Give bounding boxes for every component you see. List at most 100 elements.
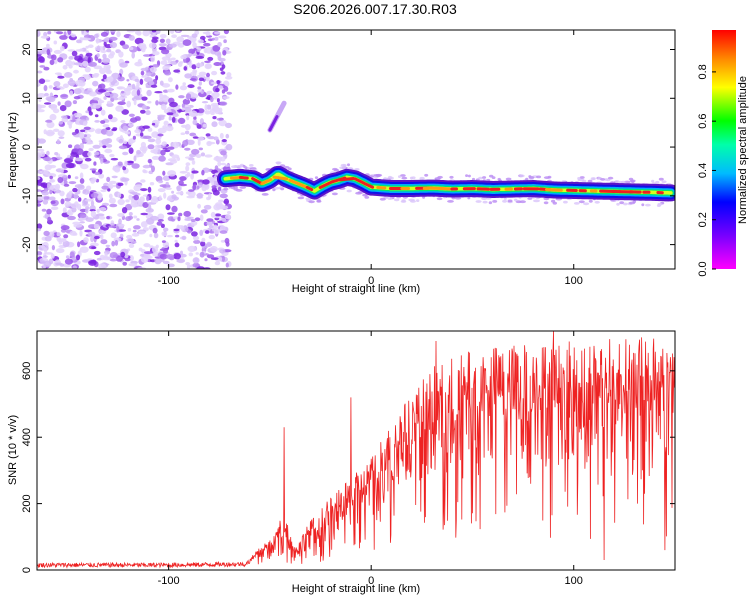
noise-blob xyxy=(39,65,46,68)
noise-blob xyxy=(120,177,130,182)
noise-blob xyxy=(88,111,93,116)
noise-blob xyxy=(65,162,75,169)
noise-blob xyxy=(79,133,84,140)
noise-blob xyxy=(171,194,177,200)
ridge-halo-dot xyxy=(333,168,340,172)
noise-blob xyxy=(176,259,186,263)
noise-blob xyxy=(185,162,191,166)
noise-blob xyxy=(82,189,87,194)
noise-blob xyxy=(214,109,223,115)
noise-blob xyxy=(37,152,43,158)
ridge-halo-dot xyxy=(297,196,305,200)
noise-blob xyxy=(131,163,140,169)
x-tick-label: -100 xyxy=(158,575,180,587)
noise-blob xyxy=(141,104,147,110)
noise-blob xyxy=(140,109,146,114)
noise-blob xyxy=(194,217,201,222)
noise-blob xyxy=(186,115,190,121)
noise-blob xyxy=(190,220,198,226)
noise-blob xyxy=(182,106,192,113)
noise-blob xyxy=(163,64,172,68)
noise-blob xyxy=(95,37,100,44)
noise-blob xyxy=(103,96,107,100)
ridge-halo-dot xyxy=(661,180,667,184)
noise-blob xyxy=(65,255,70,259)
noise-blob xyxy=(225,122,232,129)
ridge-halo-dot xyxy=(239,186,247,189)
noise-blob xyxy=(208,234,215,240)
noise-blob xyxy=(74,55,83,61)
noise-blob xyxy=(184,218,193,221)
noise-blob xyxy=(210,112,215,115)
y-tick-label: 200 xyxy=(21,494,33,512)
noise-blob xyxy=(206,90,213,94)
noise-blob xyxy=(186,195,195,199)
ridge-halo-dot xyxy=(488,201,493,205)
noise-blob xyxy=(162,175,171,181)
y-tick-label: 600 xyxy=(21,362,33,380)
noise-blob xyxy=(140,67,149,71)
noise-blob xyxy=(106,48,112,53)
noise-blob xyxy=(191,148,200,155)
noise-blob xyxy=(88,61,97,67)
noise-blob xyxy=(217,161,222,167)
noise-blob xyxy=(171,190,175,194)
noise-blob xyxy=(152,51,160,56)
noise-blob xyxy=(195,62,203,68)
noise-blob xyxy=(204,258,208,262)
noise-blob xyxy=(196,47,202,50)
snr-chart: -100 0 100 0 200 400 600 Height of straight l… xyxy=(7,330,676,595)
noise-blob xyxy=(210,211,216,218)
noise-blob xyxy=(186,139,195,145)
ridge-halo-dot xyxy=(436,197,443,201)
spectrogram-frame xyxy=(36,29,676,270)
ridge-halo-dot xyxy=(503,197,507,200)
noise-blob xyxy=(144,255,153,259)
noise-blob xyxy=(159,38,165,43)
ridge-halo-dot xyxy=(491,176,496,180)
ridge-halo-dot xyxy=(411,176,416,180)
noise-blob xyxy=(178,180,184,186)
noise-blob xyxy=(212,104,219,111)
noise-blob xyxy=(124,257,131,262)
noise-blob xyxy=(107,188,111,192)
noise-blob xyxy=(68,181,77,185)
ridge-halo-dot xyxy=(543,201,549,205)
noise-blob xyxy=(225,143,233,151)
noise-blob xyxy=(139,78,144,85)
noise-blob xyxy=(40,260,46,264)
noise-blob xyxy=(149,233,153,238)
noise-blob xyxy=(100,157,104,164)
noise-blob xyxy=(148,214,154,217)
noise-blob xyxy=(177,216,181,222)
ridge-halo-dot xyxy=(578,200,585,204)
noise-blob xyxy=(182,140,189,147)
noise-blob xyxy=(225,262,229,268)
noise-blob xyxy=(99,207,107,211)
ridge-halo-dot xyxy=(502,199,508,203)
ridge-hot-segment xyxy=(338,177,355,182)
noise-blob xyxy=(138,247,143,252)
noise-blob xyxy=(95,213,105,217)
noise-blob xyxy=(161,231,168,237)
noise-blob xyxy=(182,82,186,86)
noise-blob xyxy=(126,100,131,108)
noise-blob xyxy=(213,97,218,100)
noise-blob xyxy=(82,37,92,41)
noise-blob xyxy=(217,52,222,59)
noise-blob xyxy=(213,224,218,229)
noise-blob xyxy=(157,219,164,222)
noise-blob xyxy=(209,230,215,234)
noise-blob xyxy=(152,32,156,38)
noise-blob xyxy=(126,79,130,82)
noise-blob xyxy=(147,186,152,193)
ridge-halo-dot xyxy=(388,175,392,179)
ridge-halo-dot xyxy=(454,196,462,200)
ridge-halo-dot xyxy=(339,166,346,170)
noise-blob xyxy=(215,139,220,145)
noise-blob xyxy=(105,130,114,137)
noise-blob xyxy=(160,34,167,39)
noise-blob xyxy=(53,128,60,132)
noise-blob xyxy=(140,221,148,228)
noise-blob xyxy=(147,138,156,143)
